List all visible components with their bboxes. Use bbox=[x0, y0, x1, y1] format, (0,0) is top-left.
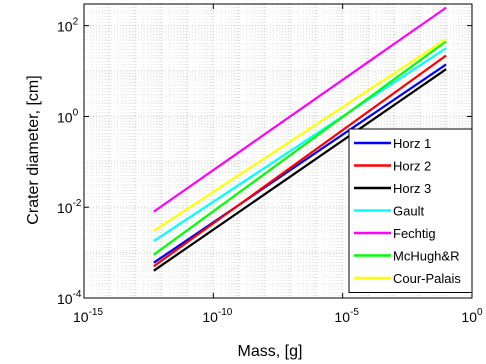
legend-label: Gault bbox=[393, 204, 424, 219]
legend-label: Horz 2 bbox=[393, 159, 431, 174]
legend-label: Fechtig bbox=[393, 226, 436, 241]
series-line-cour-palais bbox=[153, 38, 447, 232]
series-layer bbox=[153, 6, 447, 272]
series-line-horz-3 bbox=[153, 68, 447, 272]
x-axis-label: Mass, [g] bbox=[238, 343, 303, 360]
y-axis-label: Crater diameter, [cm] bbox=[25, 75, 42, 224]
series-line-gault bbox=[153, 47, 447, 242]
tick-label-layer: 10-15 10-10 10-5 100 10-4 10-2 100 102 bbox=[57, 17, 483, 325]
legend-label: Horz 1 bbox=[393, 136, 431, 151]
y-tick-label: 102 bbox=[57, 17, 79, 35]
x-tick-label: 10-10 bbox=[202, 307, 232, 325]
legend-label: Cour-Palais bbox=[393, 271, 461, 286]
series-line-horz-1 bbox=[153, 63, 447, 264]
x-tick-label: 10-15 bbox=[73, 307, 103, 325]
y-tick-label: 100 bbox=[57, 107, 79, 125]
y-tick-label: 10-2 bbox=[57, 198, 82, 216]
series-line-fechtig bbox=[153, 6, 447, 213]
legend-label: McHugh&R bbox=[393, 249, 459, 264]
legend: Horz 1 Horz 2 Horz 3 Gault Fechtig McHugh&R Co… bbox=[348, 128, 473, 293]
y-tick-label: 10-4 bbox=[57, 289, 82, 307]
series-line-horz-2 bbox=[153, 54, 447, 268]
x-tick-label: 10-5 bbox=[334, 307, 359, 325]
series-line-mchugh-r bbox=[153, 40, 447, 256]
legend-label: Horz 3 bbox=[393, 181, 431, 196]
x-tick-label: 100 bbox=[461, 307, 483, 325]
